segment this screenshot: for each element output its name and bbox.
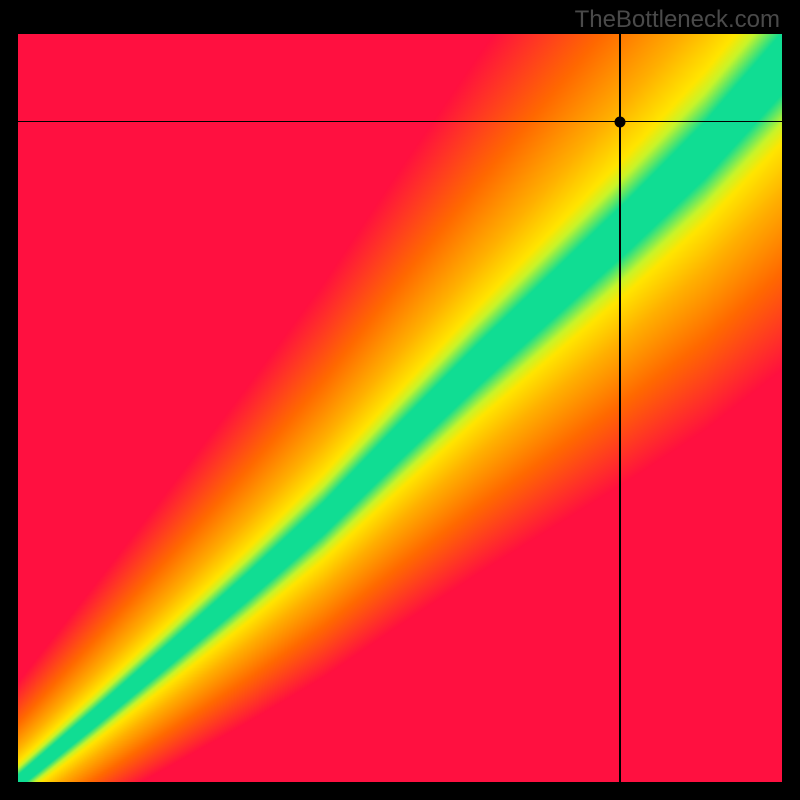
- heatmap-plot-area: [18, 34, 782, 782]
- watermark-text: TheBottleneck.com: [575, 6, 780, 34]
- heatmap-canvas: [18, 34, 782, 782]
- crosshair-vertical-line: [619, 34, 621, 782]
- marker-dot: [615, 116, 626, 127]
- crosshair-horizontal-line: [18, 121, 782, 123]
